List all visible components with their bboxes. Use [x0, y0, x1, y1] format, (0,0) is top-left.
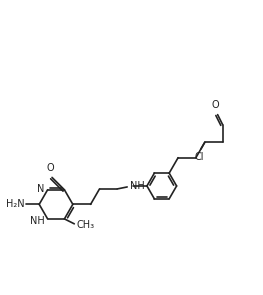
Text: N: N	[37, 184, 45, 194]
Text: O: O	[212, 100, 219, 110]
Text: NH: NH	[30, 216, 45, 226]
Text: Cl: Cl	[194, 152, 204, 162]
Text: CH₃: CH₃	[76, 220, 94, 230]
Text: H₂N: H₂N	[6, 199, 24, 209]
Text: O: O	[46, 163, 54, 173]
Text: NH: NH	[130, 181, 145, 191]
